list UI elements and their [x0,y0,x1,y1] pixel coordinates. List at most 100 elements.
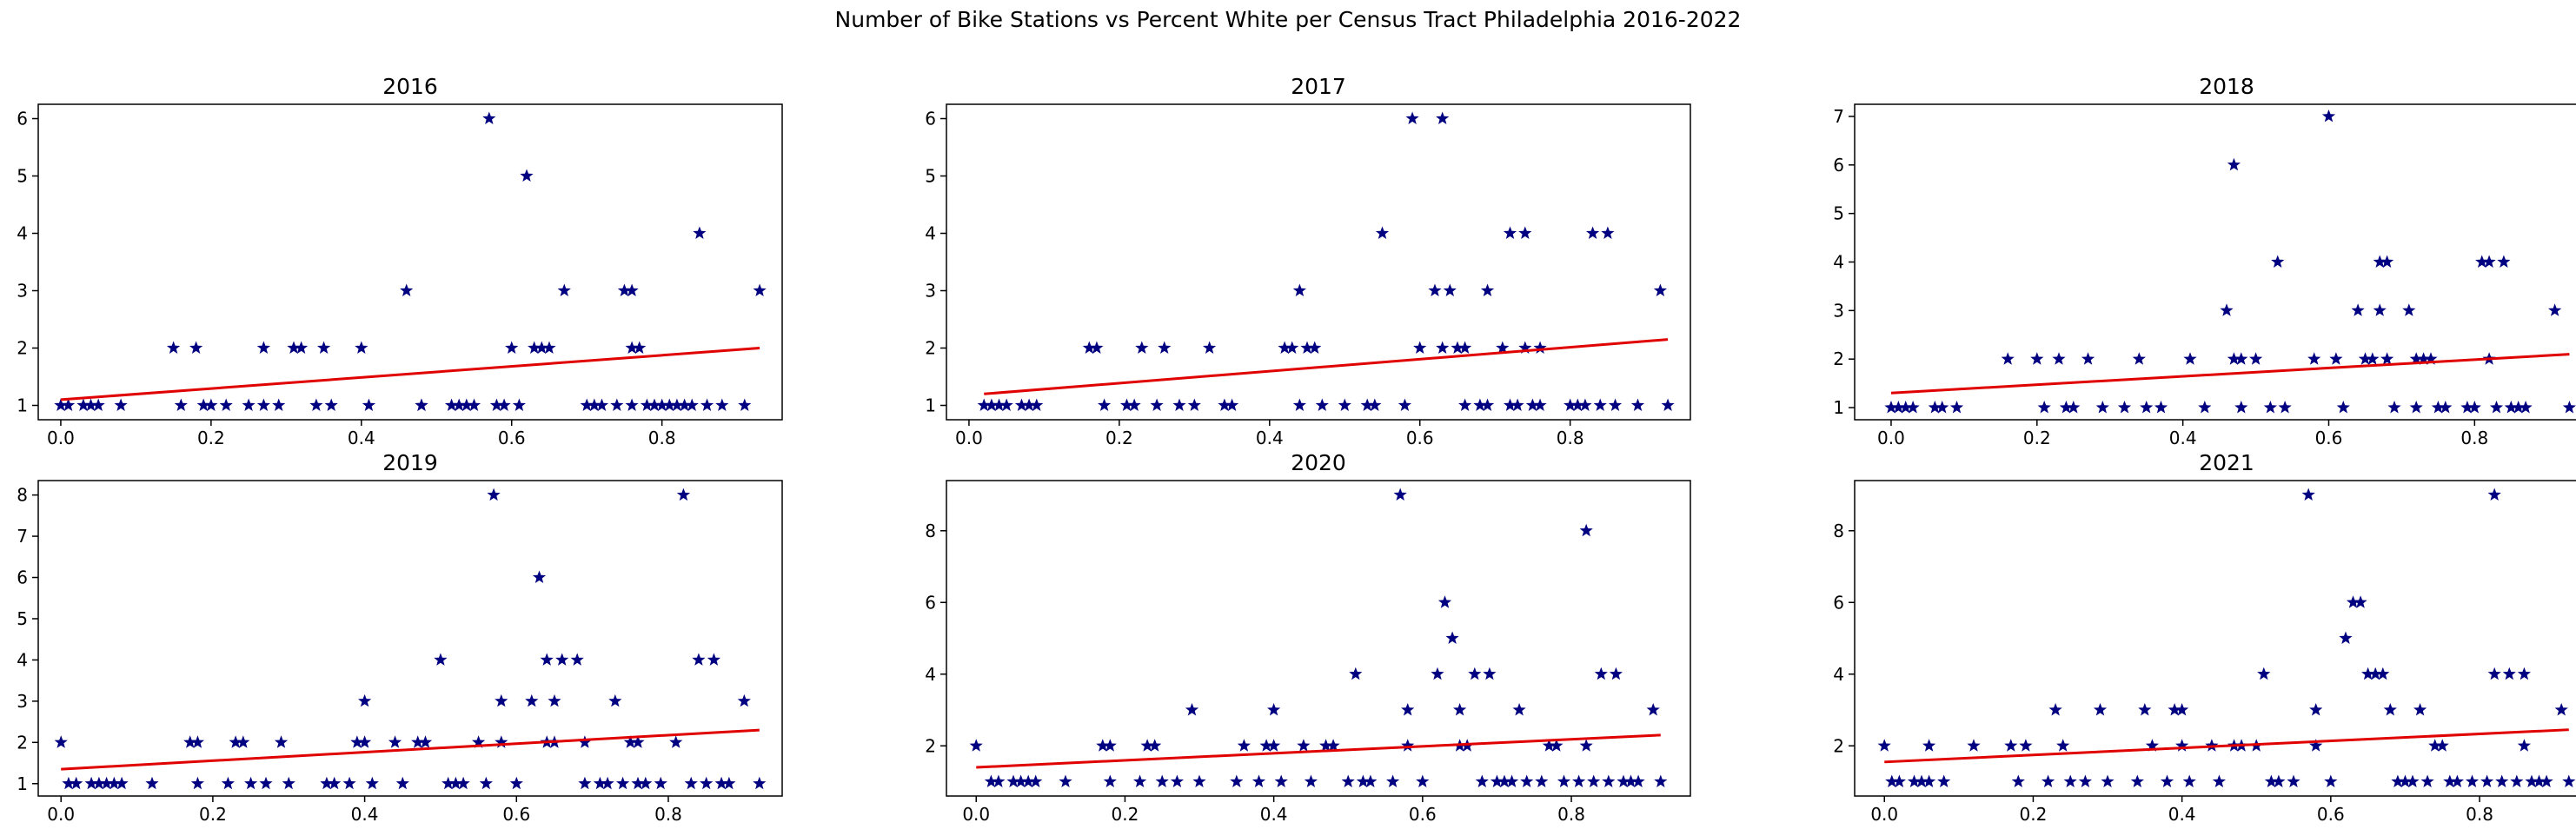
data-point [2351,303,2365,316]
data-point [670,398,684,411]
data-point [1413,341,1427,354]
data-point [594,398,609,411]
data-point [2413,703,2427,716]
data-point [984,774,998,787]
data-point [2309,739,2323,752]
data-point [415,398,428,411]
data-point [610,398,624,411]
data-point [2056,739,2070,752]
data-point [2011,774,2025,787]
data-point [1133,774,1147,787]
panel-title: 2020 [1291,450,1346,475]
data-point [1661,398,1675,411]
data-point [2450,774,2464,787]
x-tick-label: 0.6 [2315,428,2343,448]
data-point [2154,401,2168,414]
data-point [1278,341,1291,354]
y-tick-label: 4 [1833,664,1844,685]
data-point [1006,774,1020,787]
data-point [1520,774,1534,787]
data-point [54,398,68,411]
data-point [2160,774,2174,787]
data-point [2138,703,2152,716]
data-point [1405,111,1419,124]
data-point [1393,488,1407,501]
data-point [999,398,1013,411]
data-point [2030,352,2044,365]
data-point [1259,739,1273,752]
data-point [1608,398,1623,411]
x-tick-label: 0.6 [1406,428,1434,448]
data-point [1922,739,1936,752]
data-point [2339,631,2353,644]
x-tick-label: 0.8 [2466,804,2493,825]
data-point [1292,283,1306,296]
data-point [287,341,301,354]
x-tick-label: 0.4 [351,804,379,825]
data-point [684,776,698,790]
x-tick-label: 0.0 [955,428,983,448]
data-point [1436,341,1450,354]
data-point [2387,401,2401,414]
data-point [2321,109,2336,123]
data-point [1496,341,1510,354]
data-point [362,398,376,411]
data-point [70,776,83,790]
y-tick-label: 1 [17,395,28,416]
data-point [2502,667,2516,680]
x-tick-label: 0.2 [197,428,225,448]
data-point [548,693,561,707]
data-point [358,735,372,748]
data-point [1150,398,1164,411]
x-tick-label: 0.0 [47,428,75,448]
data-point [2460,401,2474,414]
data-point [2519,401,2533,414]
data-point [2539,774,2553,787]
data-point [1512,703,1526,716]
data-point [1579,739,1593,752]
trend-line [61,728,760,771]
data-point [365,776,379,790]
data-point [985,398,999,411]
data-point [1505,774,1519,787]
data-point [2183,352,2197,365]
y-tick-label: 6 [1833,155,1844,176]
y-tick-label: 7 [1833,106,1844,127]
axes-frame [37,480,783,797]
data-point [625,283,639,296]
data-point [1572,774,1586,787]
data-point [1906,401,1920,414]
data-point [1059,774,1072,787]
data-point [1315,398,1329,411]
y-tick-label: 3 [1833,300,1844,321]
data-point [295,341,309,354]
data-point [2140,401,2154,414]
data-point [737,693,751,707]
data-point [1237,739,1251,752]
data-point [1587,774,1601,787]
data-point [2175,739,2189,752]
data-point [2431,401,2445,414]
data-point [452,398,466,411]
data-point [2145,739,2159,752]
data-point [1292,398,1306,411]
data-point [977,398,991,411]
y-tick-label: 1 [17,773,28,794]
x-tick-label: 0.8 [654,804,682,825]
data-point [578,776,592,790]
data-point [2101,774,2115,787]
data-point [1928,401,1942,414]
y-tick-label: 5 [925,166,936,187]
data-point [1267,703,1281,716]
data-point [1877,739,1891,752]
data-point [1127,398,1141,411]
data-point [1609,667,1623,680]
data-point [1187,398,1201,411]
x-tick-label: 0.2 [199,804,227,825]
data-point [2406,774,2420,787]
data-point [1155,774,1169,787]
data-point [639,776,653,790]
data-point [274,735,289,748]
data-point [2420,774,2434,787]
chart-panel-2016: 2016 0.0 0.2 0.4 0.6 0.8 1 2 3 4 5 6 [17,74,783,448]
